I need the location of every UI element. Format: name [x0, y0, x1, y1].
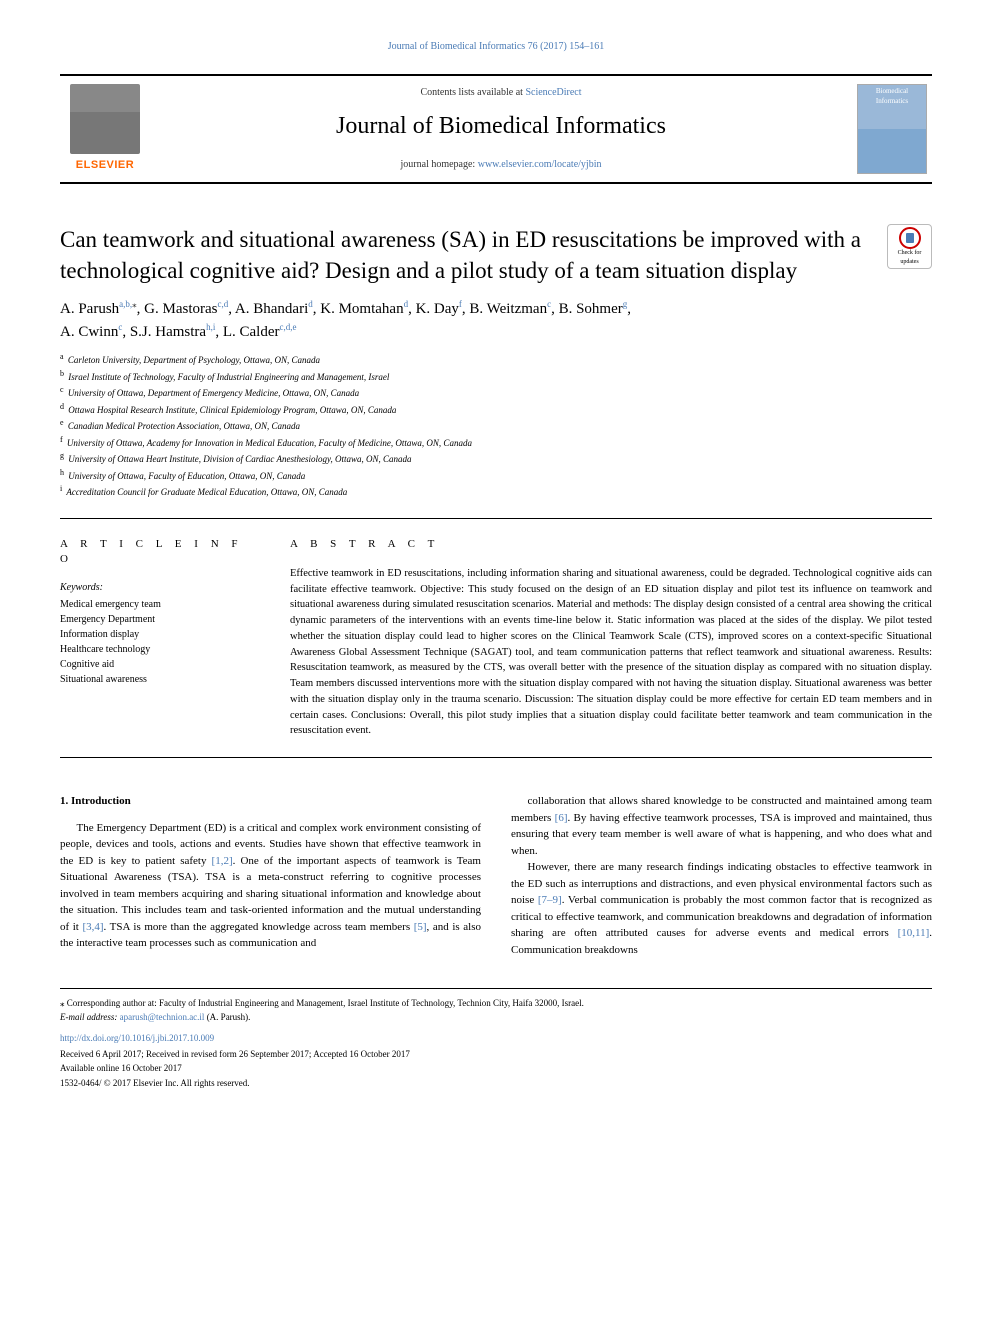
text-run: . By having effective teamwork processes… — [511, 812, 932, 857]
ref-link[interactable]: [7–9] — [538, 894, 562, 906]
cover-thumbnail: Biomedical Informatics — [857, 84, 927, 174]
keyword-item: Emergency Department — [60, 612, 260, 627]
affiliation-line: d Ottawa Hospital Research Institute, Cl… — [60, 401, 932, 418]
text-run: . Verbal communication is probably the m… — [511, 894, 932, 939]
journal-cover: Biomedical Informatics — [852, 76, 932, 182]
available-online: Available online 16 October 2017 — [60, 1062, 932, 1075]
keyword-item: Medical emergency team — [60, 597, 260, 612]
affiliation-line: h University of Ottawa, Faculty of Educa… — [60, 467, 932, 484]
authors-line-2: A. Cwinnc, S.J. Hamstrah,i, L. Calderc,d… — [60, 321, 932, 344]
homepage-line: journal homepage: www.elsevier.com/locat… — [170, 158, 832, 172]
keywords-list: Medical emergency teamEmergency Departme… — [60, 597, 260, 687]
affiliation-line: e Canadian Medical Protection Associatio… — [60, 417, 932, 434]
keywords-label: Keywords: — [60, 581, 260, 595]
running-head: Journal of Biomedical Informatics 76 (20… — [60, 40, 932, 54]
ref-link[interactable]: [3,4] — [82, 921, 103, 933]
abstract-label: A B S T R A C T — [290, 537, 932, 552]
ref-link[interactable]: [6] — [555, 812, 568, 824]
affiliation-line: b Israel Institute of Technology, Facult… — [60, 368, 932, 385]
affiliation-line: a Carleton University, Department of Psy… — [60, 351, 932, 368]
affiliation-line: f University of Ottawa, Academy for Inno… — [60, 434, 932, 451]
contents-text: Contents lists available at — [420, 87, 525, 98]
main-body: 1. Introduction The Emergency Department… — [60, 793, 932, 958]
email-link[interactable]: aparush@technion.ac.il — [120, 1012, 205, 1022]
authors-block: A. Parusha,b,⁎, G. Mastorasc,d, A. Bhand… — [60, 298, 932, 343]
journal-header: ELSEVIER Contents lists available at Sci… — [60, 74, 932, 184]
affiliation-line: i Accreditation Council for Graduate Med… — [60, 483, 932, 500]
affiliations-block: a Carleton University, Department of Psy… — [60, 351, 932, 500]
article-info-label: A R T I C L E I N F O — [60, 537, 260, 568]
elsevier-logo: ELSEVIER — [60, 76, 150, 182]
ref-link[interactable]: [10,11] — [898, 927, 930, 939]
elsevier-tree-icon — [70, 84, 140, 154]
copyright-line: 1532-0464/ © 2017 Elsevier Inc. All righ… — [60, 1077, 932, 1090]
email-suffix: (A. Parush). — [204, 1012, 250, 1022]
corresponding-author: ⁎ Corresponding author at: Faculty of In… — [60, 997, 932, 1011]
abstract-text: Effective teamwork in ED resuscitations,… — [290, 566, 932, 739]
divider-rule — [60, 757, 932, 758]
elsevier-wordmark: ELSEVIER — [76, 158, 134, 173]
intro-para-2: collaboration that allows shared knowled… — [511, 793, 932, 859]
intro-para-3: However, there are many research finding… — [511, 859, 932, 958]
keyword-item: Information display — [60, 627, 260, 642]
homepage-label: journal homepage: — [401, 159, 478, 170]
section-heading-intro: 1. Introduction — [60, 793, 481, 810]
footnotes-block: ⁎ Corresponding author at: Faculty of In… — [60, 988, 932, 1089]
article-info-col: A R T I C L E I N F O Keywords: Medical … — [60, 537, 260, 740]
homepage-link[interactable]: www.elsevier.com/locate/yjbin — [478, 159, 602, 170]
contents-available-line: Contents lists available at ScienceDirec… — [170, 86, 832, 100]
sciencedirect-link[interactable]: ScienceDirect — [525, 87, 581, 98]
journal-title: Journal of Biomedical Informatics — [170, 110, 832, 144]
keyword-item: Situational awareness — [60, 672, 260, 687]
email-label: E-mail address: — [60, 1012, 120, 1022]
header-center: Contents lists available at ScienceDirec… — [150, 76, 852, 182]
doi-link[interactable]: http://dx.doi.org/10.1016/j.jbi.2017.10.… — [60, 1032, 932, 1046]
divider-rule — [60, 518, 932, 519]
keyword-item: Healthcare technology — [60, 642, 260, 657]
article-history: Received 6 April 2017; Received in revis… — [60, 1048, 932, 1061]
intro-para-1: The Emergency Department (ED) is a criti… — [60, 820, 481, 952]
affiliation-line: g University of Ottawa Heart Institute, … — [60, 450, 932, 467]
text-run: . TSA is more than the aggregated knowle… — [104, 921, 414, 933]
keyword-item: Cognitive aid — [60, 657, 260, 672]
ref-link[interactable]: [5] — [414, 921, 427, 933]
authors-line-1: A. Parusha,b,⁎, G. Mastorasc,d, A. Bhand… — [60, 298, 932, 321]
affiliation-line: c University of Ottawa, Department of Em… — [60, 384, 932, 401]
check-updates-badge[interactable]: Check for updates — [887, 224, 932, 269]
email-line: E-mail address: aparush@technion.ac.il (… — [60, 1011, 932, 1025]
abstract-col: A B S T R A C T Effective teamwork in ED… — [290, 537, 932, 740]
crossmark-icon — [899, 227, 921, 249]
ref-link[interactable]: [1,2] — [212, 855, 233, 867]
article-title: Can teamwork and situational awareness (… — [60, 224, 877, 286]
badge-text: Check for updates — [888, 249, 931, 266]
